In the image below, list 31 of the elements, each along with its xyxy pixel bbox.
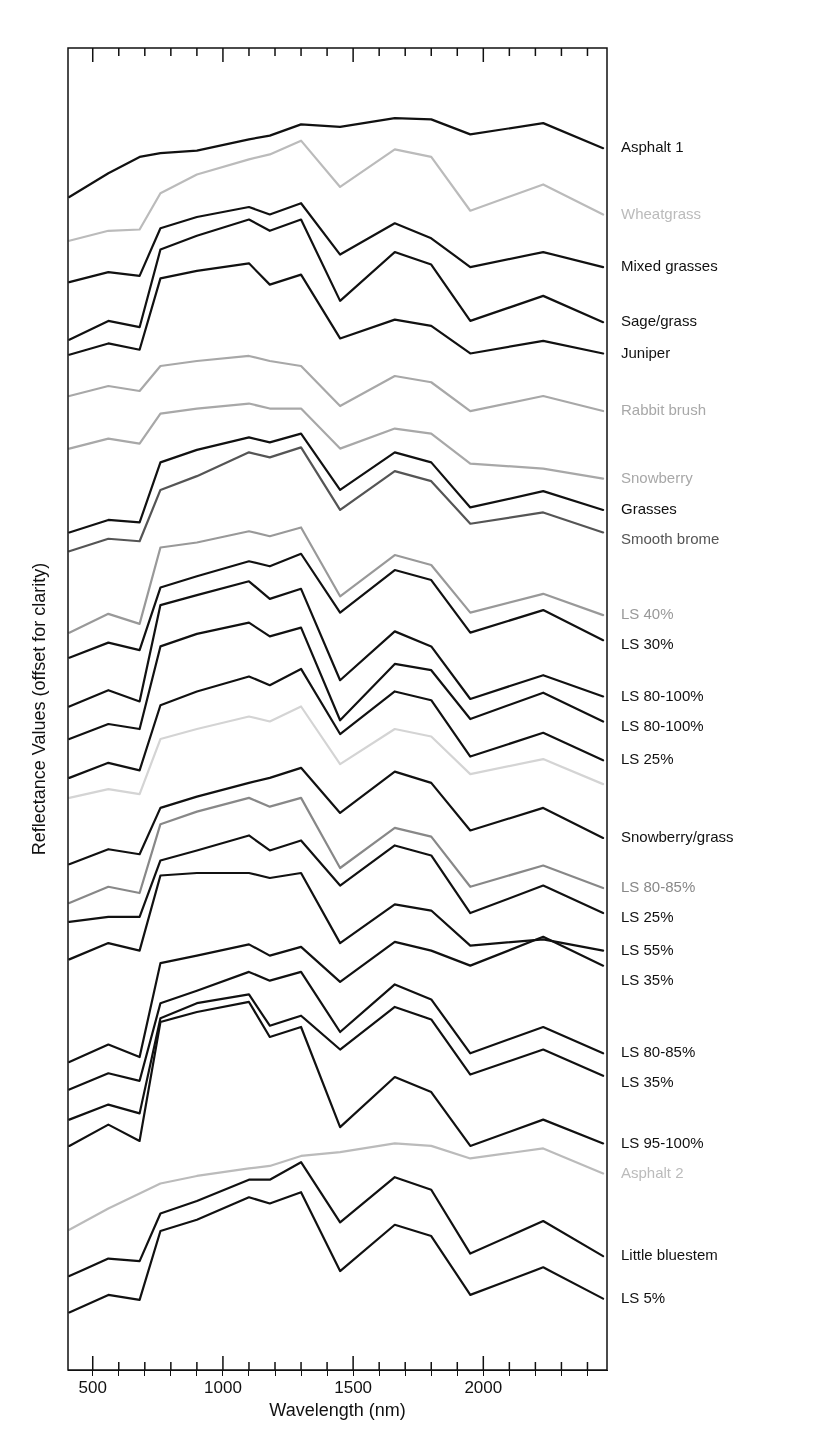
series-label: Smooth brome — [621, 530, 720, 548]
series-label: LS 80-85% — [621, 1043, 696, 1061]
series-label: Little bluestem — [621, 1246, 718, 1264]
series-label: LS 35% — [621, 970, 674, 988]
series-label: LS 25% — [621, 908, 674, 926]
x-tick-label: 500 — [78, 1377, 107, 1397]
series-label: LS 5% — [621, 1288, 666, 1306]
series-label: LS 40% — [621, 605, 674, 623]
series-label: Snowberry — [621, 468, 694, 486]
series-label: Mixed grasses — [621, 257, 718, 275]
series-label: LS 35% — [621, 1073, 674, 1091]
series-label: Sage/grass — [621, 312, 697, 330]
series-label: Snowberry/grass — [621, 828, 734, 846]
series-label: Wheatgrass — [621, 204, 702, 222]
x-tick-label: 1500 — [334, 1377, 373, 1397]
series-label: Rabbit brush — [621, 401, 707, 419]
series-label: Asphalt 2 — [621, 1163, 684, 1181]
x-tick-label: 2000 — [464, 1377, 503, 1397]
x-tick-label: 1000 — [204, 1377, 242, 1397]
x-axis-title: Wavelength (nm) — [269, 1400, 406, 1421]
series-label: Asphalt 1 — [621, 138, 684, 156]
series-label: LS 95-100% — [621, 1133, 704, 1151]
series-label: LS 80-85% — [621, 878, 696, 896]
y-axis-title: Reflectance Values (offset for clarity) — [28, 562, 49, 856]
series-label: LS 25% — [621, 750, 674, 768]
series-label: LS 80-100% — [621, 686, 704, 704]
series-label: LS 55% — [621, 940, 674, 958]
series-label: Grasses — [621, 500, 677, 518]
series-label: LS 30% — [621, 635, 674, 653]
series-label: LS 80-100% — [621, 716, 704, 734]
series-label: Juniper — [621, 343, 671, 361]
